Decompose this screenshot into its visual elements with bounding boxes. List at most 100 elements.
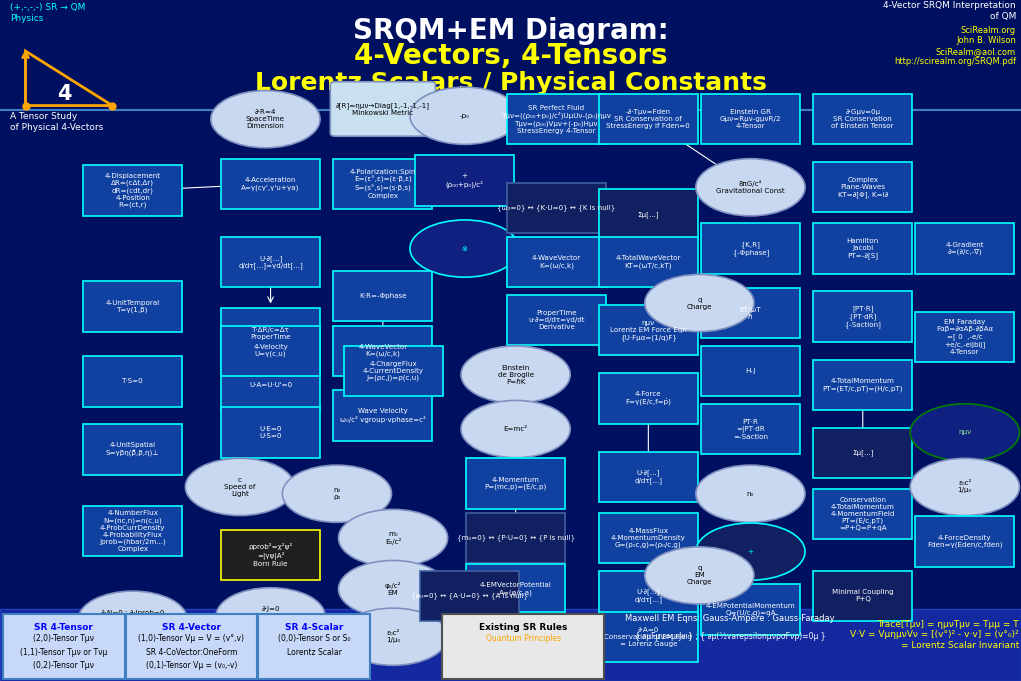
Text: φ₀/c²
EM: φ₀/c² EM	[385, 582, 401, 596]
FancyBboxPatch shape	[333, 159, 432, 209]
FancyBboxPatch shape	[813, 428, 912, 478]
Text: (0,1)-Tensor Vμ = (v₀,-v): (0,1)-Tensor Vμ = (v₀,-v)	[146, 661, 237, 670]
FancyBboxPatch shape	[700, 404, 800, 454]
FancyBboxPatch shape	[700, 584, 800, 635]
FancyBboxPatch shape	[915, 223, 1014, 274]
FancyBboxPatch shape	[813, 291, 912, 342]
Text: ∂·N=0 : ∂·Jprob=0
Conservation of
Particle #: Probability: ∂·N=0 : ∂·Jprob=0 Conservation of Partic…	[94, 609, 172, 630]
FancyBboxPatch shape	[700, 288, 800, 338]
Text: 4-Velocity
U=γ(c,u): 4-Velocity U=γ(c,u)	[253, 344, 288, 358]
FancyBboxPatch shape	[221, 326, 320, 376]
Text: 4-NumberFlux
N=(nc,n)=n(c,u)
4-ProbCurrDensity
4-ProbabilityFlux
Jprob=(hbar/2m.: 4-NumberFlux N=(nc,n)=n(c,u) 4-ProbCurrD…	[99, 510, 166, 552]
FancyBboxPatch shape	[700, 346, 800, 396]
Text: Minimal Coupling
P+Q: Minimal Coupling P+Q	[832, 589, 893, 603]
Text: U·∂[...]
d/dτ[...]: U·∂[...] d/dτ[...]	[634, 469, 663, 484]
FancyBboxPatch shape	[221, 407, 320, 458]
FancyBboxPatch shape	[0, 609, 1021, 681]
Text: SR 4-Vector: SR 4-Vector	[162, 623, 221, 632]
Ellipse shape	[461, 400, 570, 458]
Ellipse shape	[696, 465, 805, 522]
FancyBboxPatch shape	[700, 94, 800, 144]
FancyBboxPatch shape	[598, 373, 697, 424]
Text: {φ₀=0} ↔ {A·U=0} ↔ {A is null}: {φ₀=0} ↔ {A·U=0} ↔ {A is null}	[411, 592, 528, 599]
FancyBboxPatch shape	[333, 326, 432, 376]
Text: U·A=U·U'=0: U·A=U·U'=0	[249, 382, 292, 387]
FancyBboxPatch shape	[221, 360, 320, 410]
Text: m₀
E₀/c²: m₀ E₀/c²	[385, 531, 401, 545]
Text: ∂·A=0
Conservation of EM Field
= Lorenz Gauge: ∂·A=0 Conservation of EM Field = Lorenz …	[604, 627, 692, 647]
Text: Trace[Tμν] = ημνTμν = Tμμ = T
V·V = VμημνVν = [(v°)² - v·v] = (v°₀)²
= Lorentz S: Trace[Tμν] = ημνTμν = Tμμ = T V·V = Vμημ…	[850, 620, 1019, 650]
Text: { ∂μFμν=μ₀Jν } ; { ∂μ(½varepsilonμνρσFνρ)=0μ }: { ∂μFμν=μ₀Jν } ; { ∂μ(½varepsilonμνρσFνρ…	[635, 632, 825, 642]
FancyBboxPatch shape	[84, 281, 182, 332]
Text: 4-Vectors, 4-Tensors: 4-Vectors, 4-Tensors	[353, 42, 668, 70]
FancyBboxPatch shape	[333, 271, 432, 321]
Text: Lorentz Scalars / Physical Constants: Lorentz Scalars / Physical Constants	[254, 71, 767, 95]
FancyBboxPatch shape	[126, 614, 257, 679]
Text: 4-WaveVector
K=(ω/c,k): 4-WaveVector K=(ω/c,k)	[358, 344, 407, 358]
FancyBboxPatch shape	[3, 614, 125, 679]
FancyBboxPatch shape	[466, 564, 565, 614]
FancyBboxPatch shape	[598, 571, 697, 621]
Text: EM Faraday
Fαβ=∂αAβ-∂βAα
=[ 0  ,-e/c
+e/c,-eijbij]
4-Tensor: EM Faraday Fαβ=∂αAβ-∂βAα =[ 0 ,-e/c +e/c…	[936, 319, 993, 355]
Text: A Tensor Study
of Physical 4-Vectors: A Tensor Study of Physical 4-Vectors	[10, 112, 103, 131]
Text: K·R=-Φphase: K·R=-Φphase	[359, 294, 406, 299]
Text: ∂·Gμν=0μ
SR Conservation
of Einstein Tensor: ∂·Gμν=0μ SR Conservation of Einstein Ten…	[831, 109, 894, 129]
Text: 4-ChargeFlux
4-CurrentDensity
J=(ρc,j)=ρ(c,u): 4-ChargeFlux 4-CurrentDensity J=(ρc,j)=ρ…	[362, 361, 424, 381]
FancyBboxPatch shape	[84, 424, 182, 475]
Ellipse shape	[696, 159, 805, 216]
Text: 4-Force
F=γ(E/c,f=ṗ): 4-Force F=γ(E/c,f=ṗ)	[626, 391, 671, 406]
Ellipse shape	[410, 87, 519, 144]
Text: (0,0)-Tensor S or S₀: (0,0)-Tensor S or S₀	[278, 634, 350, 643]
FancyBboxPatch shape	[466, 612, 565, 662]
Ellipse shape	[911, 458, 1019, 516]
FancyBboxPatch shape	[442, 614, 604, 679]
FancyBboxPatch shape	[813, 489, 912, 539]
Text: (2,0)-Tensor Tμν: (2,0)-Tensor Tμν	[34, 634, 94, 643]
Ellipse shape	[283, 465, 391, 522]
FancyBboxPatch shape	[813, 571, 912, 621]
Text: Σμ[...]: Σμ[...]	[637, 211, 660, 218]
Text: SciRealm.org
John B. Wilson
SciRealm@aol.com
http://scirealm.org/SRQM.pdf: SciRealm.org John B. Wilson SciRealm@aol…	[893, 26, 1016, 66]
FancyBboxPatch shape	[258, 614, 370, 679]
Text: 4-Gradient
∂=(∂/c,-∇): 4-Gradient ∂=(∂/c,-∇)	[945, 242, 984, 255]
FancyBboxPatch shape	[506, 183, 605, 233]
FancyBboxPatch shape	[221, 237, 320, 287]
FancyBboxPatch shape	[84, 506, 182, 556]
FancyBboxPatch shape	[466, 513, 565, 563]
Text: 4-Polarization:Spin
E=(ε°,ε)=(ε·β,ε)
S=(s°,s)=(s·β,s)
Complex: 4-Polarization:Spin E=(ε°,ε)=(ε·β,ε) S=(…	[349, 169, 417, 199]
FancyBboxPatch shape	[915, 516, 1014, 567]
FancyBboxPatch shape	[466, 458, 565, 509]
Text: 4-EMVectorPotential
A=(φ/c,a): 4-EMVectorPotential A=(φ/c,a)	[480, 582, 551, 596]
Text: 4-TotalWaveVector
KT=(ωT/c,kT): 4-TotalWaveVector KT=(ωT/c,kT)	[616, 255, 681, 269]
Ellipse shape	[911, 404, 1019, 461]
Text: 4-MassFlux
4-MomentumDensity
G=(ρ₀c,g)=(ρ₀/c,g): 4-MassFlux 4-MomentumDensity G=(ρ₀c,g)=(…	[611, 528, 686, 548]
FancyBboxPatch shape	[221, 308, 320, 359]
Ellipse shape	[79, 591, 187, 648]
Text: (1,1)-Tensor Tμν or Tνμ: (1,1)-Tensor Tμν or Tνμ	[20, 648, 107, 656]
Text: +: +	[747, 549, 753, 554]
Text: ημν
Lorentz EM Force Eqn
{U·Fμα=(1/q)F}: ημν Lorentz EM Force Eqn {U·Fμα=(1/q)F}	[610, 320, 687, 340]
FancyBboxPatch shape	[506, 295, 605, 345]
Text: 4-Acceleration
A=γ(cγ',γ'u+γa): 4-Acceleration A=γ(cγ',γ'u+γa)	[241, 177, 300, 191]
Text: SR Perfect Fluid
Tμν=((ρ₀₀+p₀)/c²)UμUν-(ρ₀)ημν
Tμν=(ρ₀₀)Vμν+(-p₀)Hμν
StressEnerg: SR Perfect Fluid Tμν=((ρ₀₀+p₀)/c²)UμUν-(…	[501, 105, 612, 133]
Ellipse shape	[461, 346, 570, 403]
Text: ημν: ημν	[959, 430, 971, 435]
Text: 4-Displacement
ΔR=(cΔt,Δr)
dR=(cdt,dr)
4-Position
R=(ct,r): 4-Displacement ΔR=(cΔt,Δr) dR=(cdt,dr) 4…	[105, 173, 160, 208]
FancyBboxPatch shape	[598, 94, 697, 144]
Text: {ω₀=0} ↔ {K·U=0} ↔ {K is null}: {ω₀=0} ↔ {K·U=0} ↔ {K is null}	[497, 204, 616, 211]
Text: ρprob²=χ²ψ²
=|γψ|A²
Born Rule: ρprob²=χ²ψ² =|γψ|A² Born Rule	[248, 543, 293, 567]
Text: 4-UnitTemporal
T=γ(1,β): 4-UnitTemporal T=γ(1,β)	[105, 300, 160, 313]
Text: +
(ρ₀₀+p₀)/c²: + (ρ₀₀+p₀)/c²	[445, 173, 484, 188]
Text: .[K,R]
.[-Φphase]: .[K,R] .[-Φphase]	[732, 241, 769, 256]
Ellipse shape	[211, 91, 320, 148]
Text: H-J: H-J	[745, 368, 756, 374]
Ellipse shape	[186, 458, 294, 516]
Text: ∂·R=4
SpaceTime
Dimension: ∂·R=4 SpaceTime Dimension	[246, 109, 285, 129]
Text: 4-Momentum
P=(mc,p)=(E/c,p): 4-Momentum P=(mc,p)=(E/c,p)	[485, 477, 546, 490]
FancyBboxPatch shape	[598, 237, 697, 287]
Text: ε₀c²
1/μ₀: ε₀c² 1/μ₀	[958, 480, 972, 494]
Text: q
EM
Charge: q EM Charge	[687, 565, 712, 586]
Text: ⊗: ⊗	[461, 246, 468, 251]
Text: -p₀: -p₀	[459, 113, 470, 118]
Text: n₀: n₀	[746, 491, 755, 496]
